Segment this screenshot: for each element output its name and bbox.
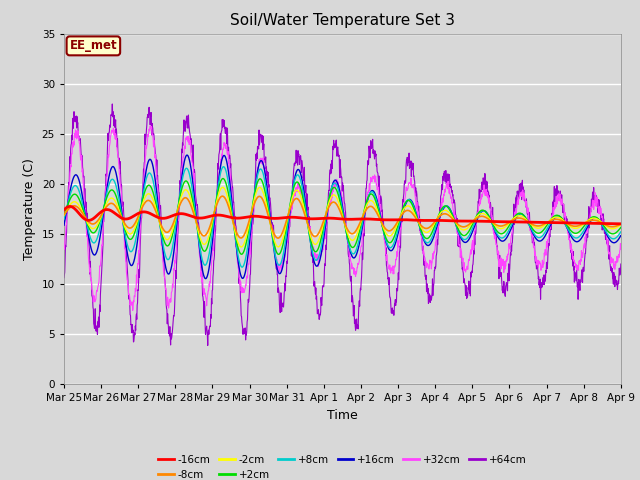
X-axis label: Time: Time bbox=[327, 408, 358, 421]
Title: Soil/Water Temperature Set 3: Soil/Water Temperature Set 3 bbox=[230, 13, 455, 28]
Text: EE_met: EE_met bbox=[70, 39, 117, 52]
Legend: -16cm, -8cm, -2cm, +2cm, +8cm, +16cm, +32cm, +64cm: -16cm, -8cm, -2cm, +2cm, +8cm, +16cm, +3… bbox=[154, 450, 531, 480]
Y-axis label: Temperature (C): Temperature (C) bbox=[23, 158, 36, 260]
